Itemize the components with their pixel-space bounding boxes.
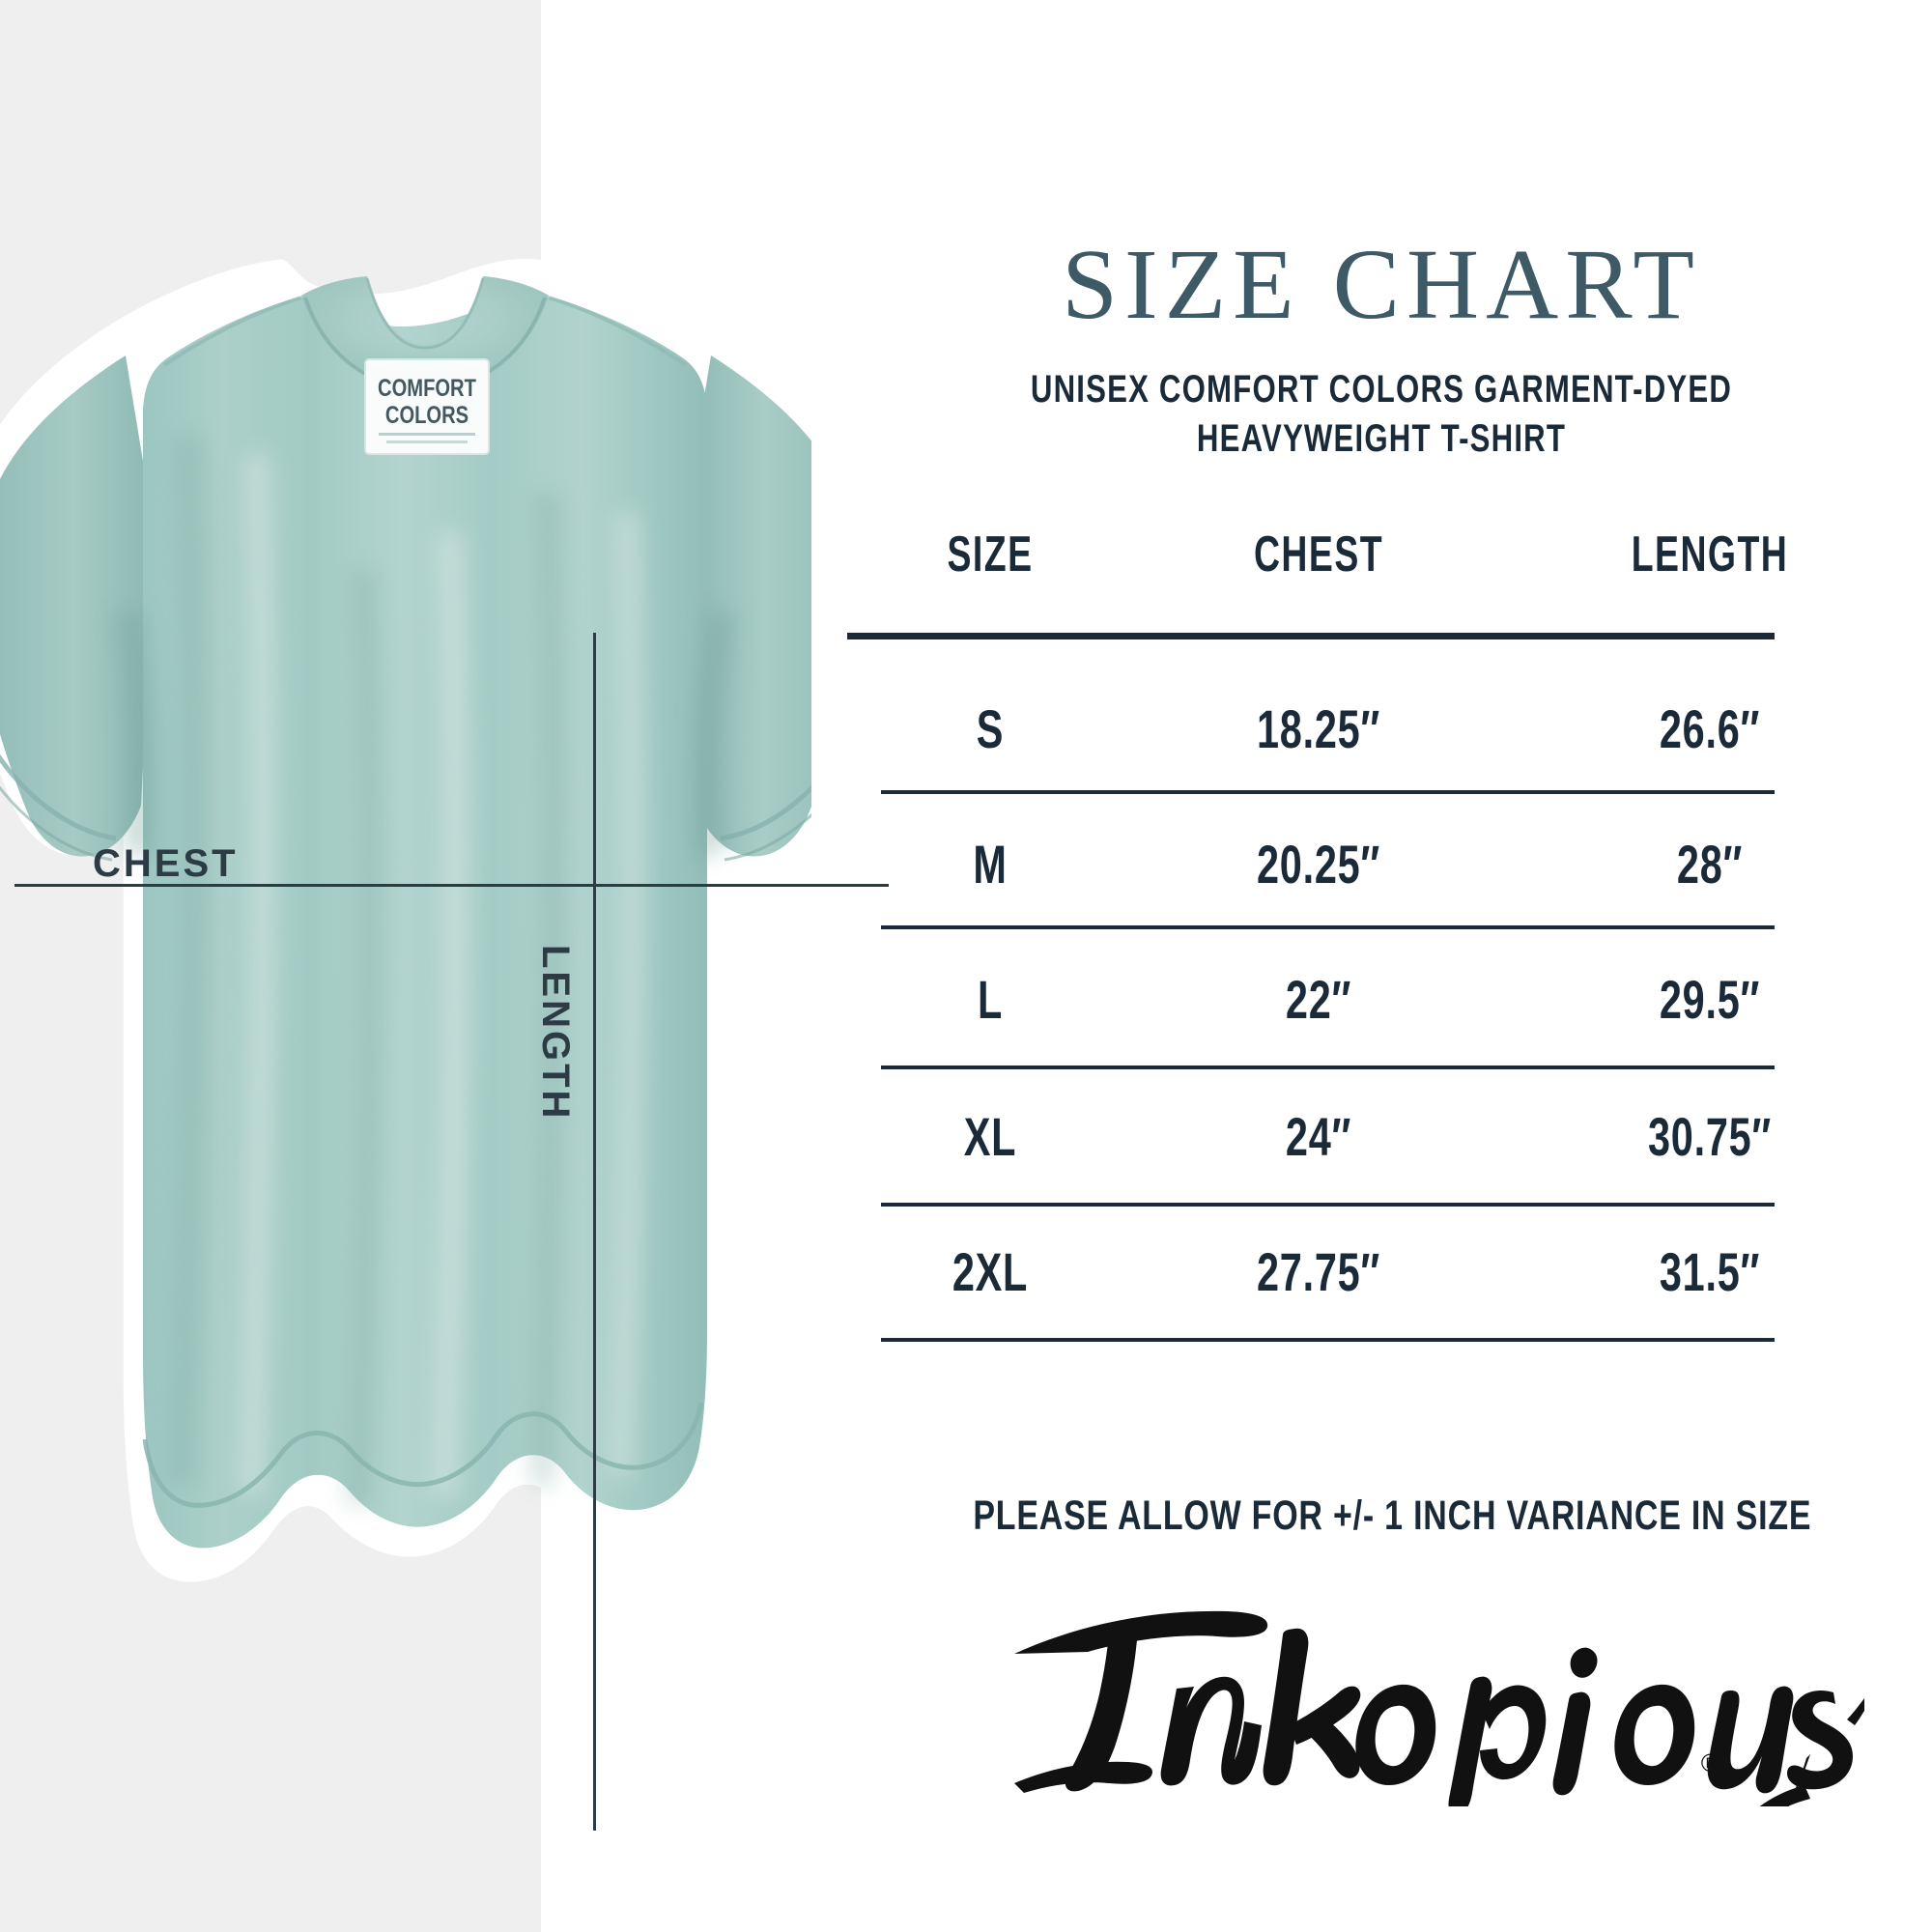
cell-size: M xyxy=(973,834,1008,895)
cell-chest: 18.25″ xyxy=(1257,698,1380,759)
length-measurement-label: LENGTH xyxy=(534,945,577,1122)
cell-size: XL xyxy=(963,1106,1017,1167)
column-header-chest: CHEST xyxy=(1253,526,1384,582)
cell-chest: 27.75″ xyxy=(1257,1241,1380,1302)
subtitle-line-1: UNISEX COMFORT COLORS GARMENT-DYED xyxy=(1030,368,1733,411)
length-measurement-line xyxy=(593,633,596,1831)
cell-size: L xyxy=(977,969,1004,1030)
tshirt-image: COMFORT COLORS CHEST LENGTH xyxy=(0,242,889,1831)
size-chart-panel: SIZE CHART UNISEX COMFORT COLORS GARMENT… xyxy=(847,0,1864,1932)
table-row-divider xyxy=(881,1065,1775,1069)
cell-length: 26.6″ xyxy=(1659,698,1761,759)
cell-chest: 22″ xyxy=(1285,969,1352,1030)
cell-chest: 24″ xyxy=(1285,1106,1352,1167)
brand-logo: ® xyxy=(898,1584,1864,1806)
table-row-divider xyxy=(881,790,1775,794)
table-row: S 18.25″ 26.6″ xyxy=(845,676,1918,782)
page-subtitle: UNISEX COMFORT COLORS GARMENT-DYED HEAVY… xyxy=(989,365,1773,464)
svg-text:COLORS: COLORS xyxy=(385,402,469,428)
column-header-size: SIZE xyxy=(947,526,1034,582)
table-row-divider xyxy=(881,925,1775,929)
cell-length: 31.5″ xyxy=(1659,1241,1761,1302)
cell-size: S xyxy=(976,698,1005,759)
registered-trademark-icon: ® xyxy=(1700,1748,1719,1777)
svg-text:COMFORT: COMFORT xyxy=(378,375,476,401)
table-row: M 20.25″ 28″ xyxy=(845,811,1918,918)
cell-chest: 20.25″ xyxy=(1257,834,1380,895)
variance-note: PLEASE ALLOW FOR +/- 1 INCH VARIANCE IN … xyxy=(973,1492,1812,1539)
table-row-divider xyxy=(881,1338,1775,1342)
cell-size: 2XL xyxy=(952,1241,1029,1302)
table-header-row: SIZE CHEST LENGTH xyxy=(845,529,1918,580)
cell-length: 29.5″ xyxy=(1659,969,1761,1030)
neck-tag: COMFORT COLORS xyxy=(364,358,490,455)
table-row: 2XL 27.75″ 31.5″ xyxy=(845,1219,1918,1325)
table-row-divider xyxy=(881,1203,1775,1207)
column-header-length: LENGTH xyxy=(1631,526,1789,582)
page-title: SIZE CHART xyxy=(1062,229,1701,340)
table-row: XL 24″ 30.75″ xyxy=(845,1084,1918,1190)
table-header-rule xyxy=(847,633,1775,639)
cell-length: 30.75″ xyxy=(1648,1106,1772,1167)
chest-measurement-label: CHEST xyxy=(93,842,239,885)
table-row: L 22″ 29.5″ xyxy=(845,947,1918,1053)
subtitle-line-2: HEAVYWEIGHT T-SHIRT xyxy=(1196,417,1567,461)
chest-measurement-line xyxy=(14,884,889,887)
cell-length: 28″ xyxy=(1676,834,1744,895)
